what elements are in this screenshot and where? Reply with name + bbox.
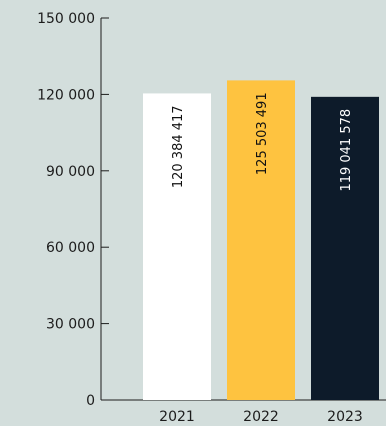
x-tick-label-2021: 2021 xyxy=(159,409,195,425)
axis-layer: 0 30 000 60 000 90 000 120 000 150 000 xyxy=(37,11,386,409)
bar-2022 xyxy=(227,80,295,400)
label-layer: 120 384 417 2021 125 503 491 2022 119 041 57… xyxy=(159,92,363,425)
x-tick-label-2023: 2023 xyxy=(327,409,363,425)
y-tick-label: 150 000 xyxy=(37,11,95,27)
y-tick-label: 120 000 xyxy=(37,87,95,103)
bar-value-label-2022: 125 503 491 xyxy=(255,92,270,175)
bar-layer xyxy=(143,80,379,400)
x-tick-label-2022: 2022 xyxy=(243,409,279,425)
y-tick-label: 90 000 xyxy=(46,164,95,180)
bar-value-label-2021: 120 384 417 xyxy=(171,105,186,188)
y-tick-label: 0 xyxy=(86,393,95,409)
bar-2023 xyxy=(311,96,379,400)
y-tick-label: 30 000 xyxy=(46,317,95,333)
bar-2021 xyxy=(143,93,211,400)
y-tick-label: 60 000 xyxy=(46,240,95,256)
bar-value-label-2023: 119 041 578 xyxy=(339,109,354,192)
